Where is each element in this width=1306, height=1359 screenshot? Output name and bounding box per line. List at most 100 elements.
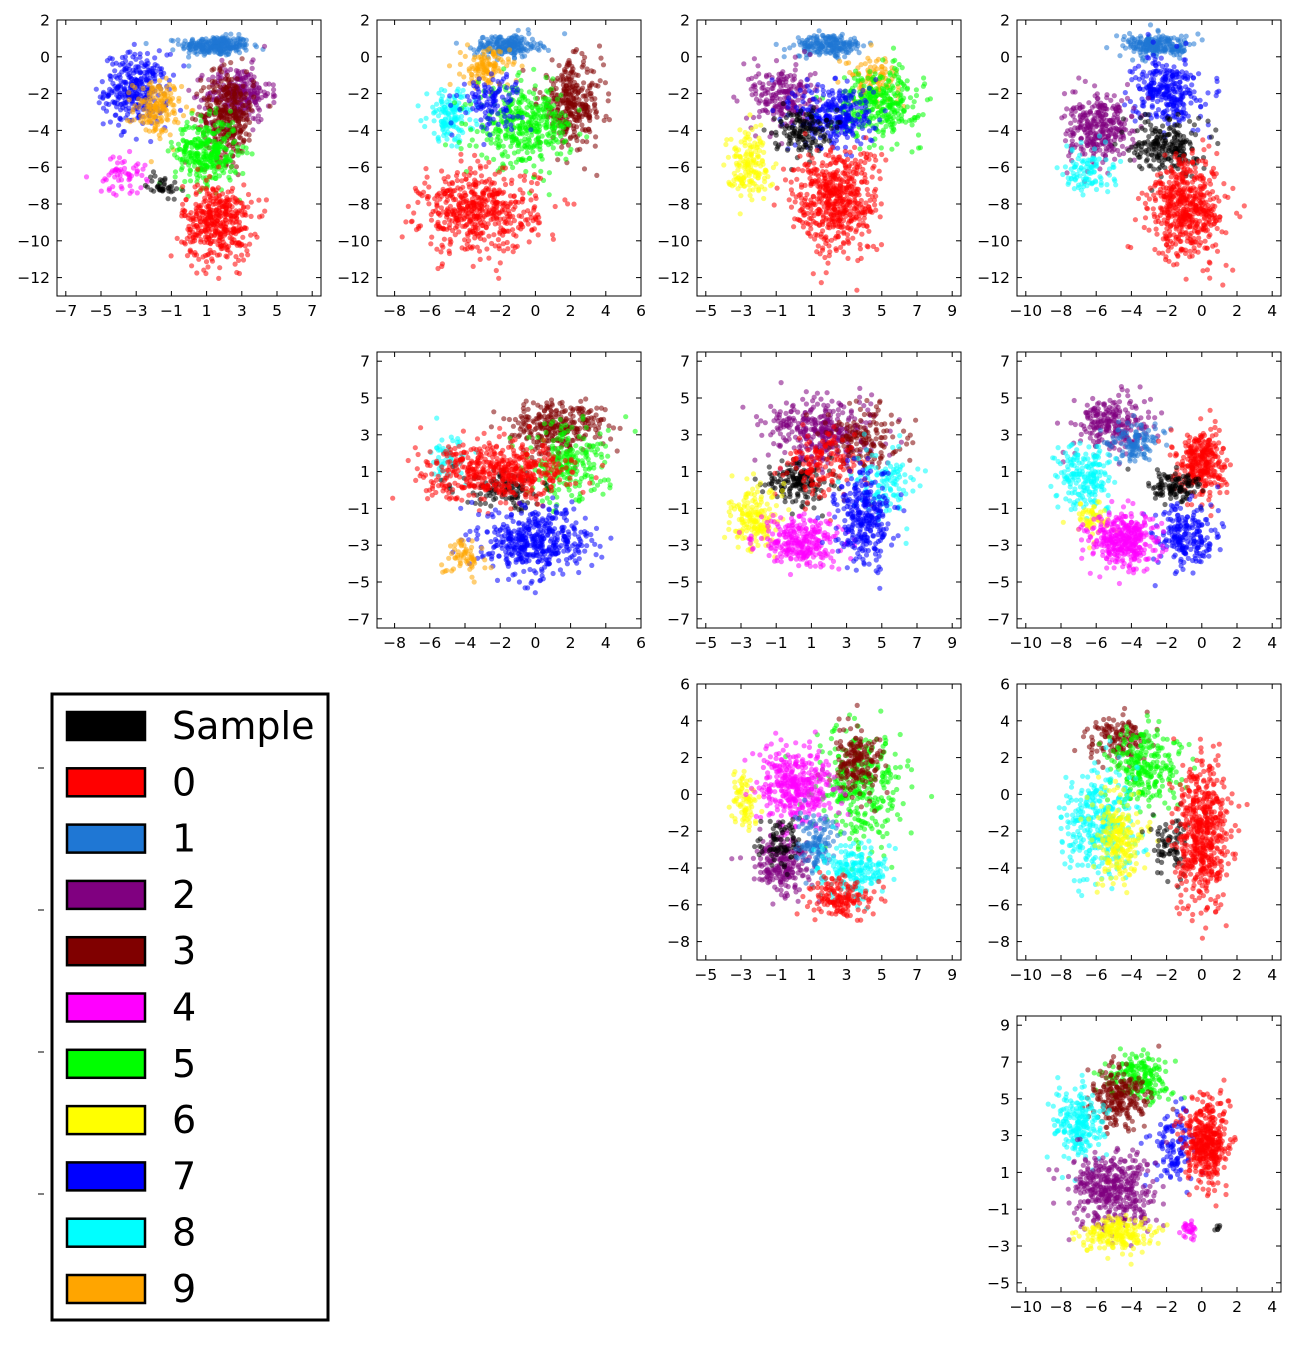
- scatter-point: [565, 201, 571, 207]
- scatter-point: [110, 154, 116, 160]
- scatter-point: [880, 100, 886, 106]
- scatter-point: [411, 210, 417, 216]
- scatter-point: [766, 80, 772, 86]
- scatter-point: [820, 33, 826, 39]
- scatter-point: [483, 212, 489, 218]
- scatter-point: [537, 140, 544, 146]
- scatter-point: [515, 224, 522, 231]
- scatter-point: [233, 211, 239, 217]
- scatter-point: [206, 191, 212, 197]
- scatter-point: [857, 146, 863, 152]
- scatter-point: [244, 81, 250, 87]
- scatter-point: [449, 132, 455, 138]
- scatter-point: [468, 170, 474, 176]
- scatter-point: [476, 99, 482, 105]
- scatter-point: [532, 83, 538, 89]
- scatter-point: [462, 53, 468, 60]
- scatter-point: [231, 36, 237, 42]
- scatter-point: [447, 93, 453, 99]
- scatter-point: [203, 177, 209, 183]
- scatter-point: [188, 155, 195, 161]
- scatter-point: [546, 97, 552, 103]
- scatter-point: [887, 70, 893, 76]
- scatter-point: [195, 166, 201, 172]
- scatter-point: [514, 243, 520, 249]
- scatter-point: [438, 249, 444, 255]
- cluster-9: [124, 75, 196, 165]
- scatter-point: [438, 205, 444, 211]
- scatter-point: [175, 37, 181, 43]
- scatter-point: [214, 129, 220, 135]
- y-tick-label: −10: [17, 232, 50, 250]
- scatter-point: [464, 197, 470, 204]
- scatter-point: [827, 34, 834, 40]
- scatter-point: [127, 183, 133, 189]
- scatter-point: [530, 149, 536, 155]
- scatter-point: [598, 55, 604, 61]
- scatter-point: [509, 164, 516, 171]
- scatter-point: [222, 146, 229, 152]
- scatter-point: [454, 177, 460, 184]
- scatter-point: [525, 221, 531, 227]
- scatter-point: [151, 188, 157, 194]
- scatter-point: [511, 218, 517, 224]
- scatter-point: [915, 132, 922, 138]
- scatter-point: [526, 239, 532, 245]
- scatter-point: [501, 248, 507, 254]
- y-tick-label: −6: [27, 159, 50, 177]
- scatter-point: [845, 50, 852, 56]
- scatter-point: [521, 177, 528, 183]
- scatter-point: [511, 193, 517, 199]
- scatter-point: [251, 79, 257, 85]
- scatter-point: [218, 78, 224, 84]
- scatter-point: [171, 196, 177, 202]
- scatter-point: [205, 222, 211, 228]
- scatter-point: [203, 210, 209, 217]
- scatter-point: [571, 126, 577, 132]
- scatter-point: [189, 263, 195, 269]
- scatter-point: [172, 179, 178, 185]
- scatter-point: [121, 158, 127, 165]
- scatter-point: [178, 167, 184, 173]
- scatter-point: [769, 92, 775, 98]
- scatter-point: [513, 37, 519, 43]
- scatter-point: [897, 79, 904, 85]
- scatter-point: [106, 101, 112, 107]
- scatter-point: [577, 131, 583, 137]
- scatter-point: [862, 61, 868, 67]
- scatter-point: [482, 68, 488, 74]
- scatter-point: [447, 222, 453, 228]
- scatter-point: [222, 217, 228, 223]
- scatter-point: [861, 83, 867, 89]
- scatter-point: [531, 66, 537, 72]
- scatter-point: [210, 138, 216, 144]
- scatter-point: [469, 229, 475, 235]
- scatter-point: [196, 136, 202, 142]
- scatter-point: [146, 81, 153, 87]
- scatter-point: [458, 194, 464, 200]
- scatter-point: [461, 216, 467, 222]
- scatter-point: [582, 54, 588, 61]
- scatter-point: [188, 41, 194, 47]
- scatter-point: [528, 188, 535, 194]
- scatter-point: [445, 110, 451, 116]
- scatter-point: [227, 168, 233, 175]
- scatter-point: [124, 117, 131, 123]
- scatter-point: [126, 171, 132, 177]
- scatter-point: [108, 170, 114, 176]
- scatter-point: [867, 58, 873, 64]
- scatter-point: [467, 117, 473, 123]
- scatter-point: [239, 150, 245, 156]
- scatter-point: [169, 144, 175, 150]
- scatter-point: [440, 125, 446, 131]
- scatter-point: [485, 115, 491, 122]
- scatter-point: [219, 124, 225, 130]
- scatter-point: [461, 206, 467, 212]
- scatter-point: [216, 215, 222, 221]
- y-tick-label: −6: [347, 159, 370, 177]
- scatter-point: [517, 220, 524, 226]
- scatter-point: [494, 191, 500, 197]
- scatter-point: [790, 77, 796, 83]
- scatter-point: [551, 102, 557, 109]
- scatter-point: [236, 241, 242, 247]
